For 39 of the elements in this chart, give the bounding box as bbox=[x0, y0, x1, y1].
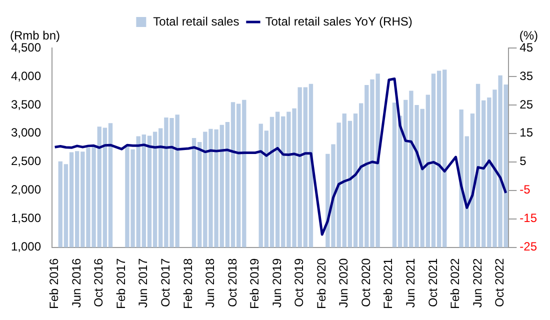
y-tick-label: 4,000 bbox=[11, 68, 42, 83]
x-tick-label: Feb 2021 bbox=[381, 258, 396, 310]
y-tick-label: 3,000 bbox=[11, 126, 42, 140]
y-axis-title: (Rmb bn) bbox=[10, 28, 60, 42]
y-tick-label: 2,500 bbox=[11, 154, 42, 168]
x-tick-label: Oct 2017 bbox=[158, 258, 172, 307]
x-tick-label: Feb 2017 bbox=[114, 258, 128, 310]
y-tick-label: 1,000 bbox=[11, 240, 42, 254]
x-tick-label: Feb 2022 bbox=[448, 258, 462, 310]
legend-label: Total retail sales bbox=[153, 14, 240, 28]
x-tick-label: Jun 2022 bbox=[470, 258, 484, 308]
y2-tick-label: 5 bbox=[520, 154, 527, 168]
x-tick-label: Feb 2016 bbox=[47, 258, 62, 310]
x-tick-label: Oct 2019 bbox=[292, 258, 306, 307]
x-tick-label: Feb 2018 bbox=[180, 258, 195, 310]
x-tick-label: Jun 2016 bbox=[69, 258, 84, 308]
x-tick-label: Oct 2016 bbox=[92, 258, 106, 307]
y2-tick-label: 25 bbox=[520, 97, 534, 112]
y2-tick-label: -15 bbox=[520, 211, 538, 226]
x-tick-label: Feb 2019 bbox=[248, 258, 262, 310]
x-tick-label: Jun 2017 bbox=[136, 258, 150, 308]
y-tick-label: 2,000 bbox=[11, 182, 42, 197]
x-tick-label: Feb 2020 bbox=[314, 258, 328, 310]
x-tick-label: Oct 2022 bbox=[492, 258, 507, 307]
x-tick-label: Jun 2020 bbox=[336, 258, 351, 308]
y2-tick-label: 15 bbox=[520, 126, 534, 140]
y2-tick-label: -25 bbox=[520, 240, 538, 254]
x-tick-label: Oct 2020 bbox=[358, 258, 373, 307]
x-tick-label: Oct 2021 bbox=[426, 258, 440, 307]
y-tick-label: 1,500 bbox=[11, 211, 42, 226]
y2-tick-label: -5 bbox=[520, 182, 531, 197]
x-tick-label: Oct 2018 bbox=[225, 258, 240, 307]
x-tick-label: Jun 2021 bbox=[404, 258, 418, 308]
x-tick-label: Jun 2019 bbox=[270, 258, 284, 308]
legend-label: Total retail sales YoY (RHS) bbox=[265, 14, 412, 28]
x-tick-label: Jun 2018 bbox=[203, 258, 218, 308]
y2-axis-title: (%) bbox=[519, 28, 538, 42]
y-tick-label: 3,500 bbox=[11, 97, 42, 112]
y2-tick-label: 35 bbox=[520, 68, 534, 83]
